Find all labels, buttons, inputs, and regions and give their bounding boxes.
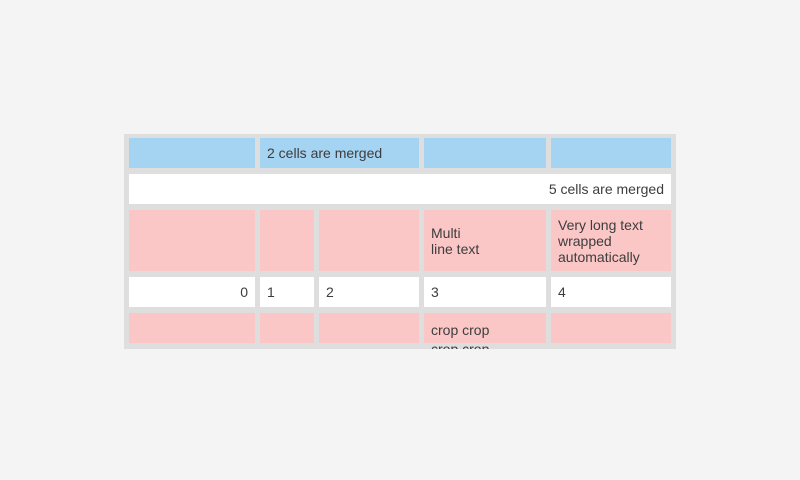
cell-number-1[interactable]: 1 <box>260 277 314 307</box>
cell-wrapped-text[interactable]: Very long text wrapped automatically <box>551 210 671 271</box>
table-row-cropped: crop crop crop crop <box>129 313 671 349</box>
cell-r5c2[interactable] <box>260 313 314 343</box>
cell-r3c3[interactable] <box>319 210 419 271</box>
cell-merged-5cols[interactable]: 5 cells are merged <box>129 174 671 204</box>
cell-r3c2[interactable] <box>260 210 314 271</box>
cell-r5c5[interactable] <box>551 313 671 343</box>
cell-r5c1[interactable] <box>129 313 255 343</box>
cell-multiline-text[interactable]: Multi line text <box>424 210 546 271</box>
table-widget[interactable]: 2 cells are merged 5 cells are merged Mu… <box>124 134 676 349</box>
cell-number-0[interactable]: 0 <box>129 277 255 307</box>
cell-cropped-text[interactable]: crop crop crop crop <box>424 313 546 349</box>
table-row-merged-5: 5 cells are merged <box>129 174 671 204</box>
cell-number-2[interactable]: 2 <box>319 277 419 307</box>
cell-r3c1[interactable] <box>129 210 255 271</box>
cell-r1c4[interactable] <box>424 138 546 168</box>
cell-r5c3[interactable] <box>319 313 419 343</box>
cell-number-4[interactable]: 4 <box>551 277 671 307</box>
table-row-multiline: Multi line text Very long text wrapped a… <box>129 210 671 271</box>
cell-r1c1[interactable] <box>129 138 255 168</box>
cell-number-3[interactable]: 3 <box>424 277 546 307</box>
table-row-merged-2: 2 cells are merged <box>129 138 671 168</box>
cell-r1c5[interactable] <box>551 138 671 168</box>
cell-merged-2cols[interactable]: 2 cells are merged <box>260 138 419 168</box>
table-row-numbers: 0 1 2 3 4 <box>129 277 671 307</box>
